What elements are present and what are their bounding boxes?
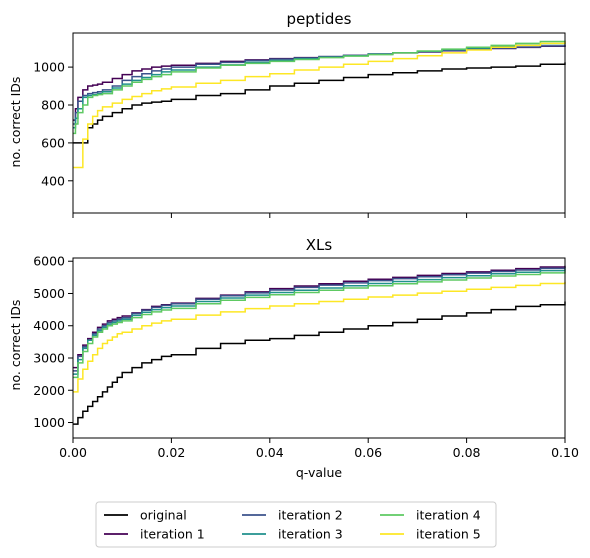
y-tick-label: 800 [41,98,65,113]
y-tick-label: 2000 [33,383,65,398]
series-line-original [73,301,566,425]
y-tick-label: 3000 [33,351,65,366]
x-tick-label: 0.04 [256,445,284,460]
y-tick-label: 600 [41,135,65,150]
y-tick-label: 1000 [33,60,65,75]
y-axis-label: no. correct IDs [8,77,23,168]
chart-title: XLs [306,236,333,254]
y-tick-label: 4000 [33,318,65,333]
y-axis-label: no. correct IDs [8,300,23,391]
series-line-iteration-5 [73,41,566,169]
legend-frame [95,501,497,548]
legend-label-iteration-3: iteration 3 [278,527,343,542]
legend-label-iteration-5: iteration 5 [416,527,481,542]
series-line-iteration-1 [73,265,566,369]
series-line-iteration-2 [73,267,566,372]
legend-label-iteration-1: iteration 1 [140,527,205,542]
legend-label-iteration-4: iteration 4 [416,508,481,523]
legend-label-iteration-2: iteration 2 [278,508,343,523]
series-line-iteration-3 [73,42,566,129]
axes-frame [72,32,566,214]
series-line-iteration-5 [73,281,566,393]
legend: original iteration 1 iteration 2 iteration … [95,501,497,548]
y-tick-label: 1000 [33,415,65,430]
series-line-iteration-4 [73,40,566,135]
y-tick-label: 400 [41,173,65,188]
x-axis-label: q-value [296,465,343,480]
xls-panel: XLs no. correct IDs q-value 0.00 0.02 0.04… [8,236,579,480]
x-tick-label: 0.10 [551,445,579,460]
x-tick-label: 0.00 [59,445,87,460]
series-line-original [73,62,566,144]
y-tick-label: 5000 [33,286,65,301]
legend-label-original: original [140,508,187,523]
x-tick-label: 0.06 [354,445,382,460]
y-tick-label: 6000 [33,254,65,269]
series-line-iteration-4 [73,271,566,379]
x-tick-label: 0.08 [453,445,481,460]
axes-frame [72,257,566,439]
x-tick-label: 0.02 [157,445,185,460]
peptides-panel: peptides no. correct IDs 400 600 800 1000 [8,10,566,218]
chart-title: peptides [287,10,352,28]
